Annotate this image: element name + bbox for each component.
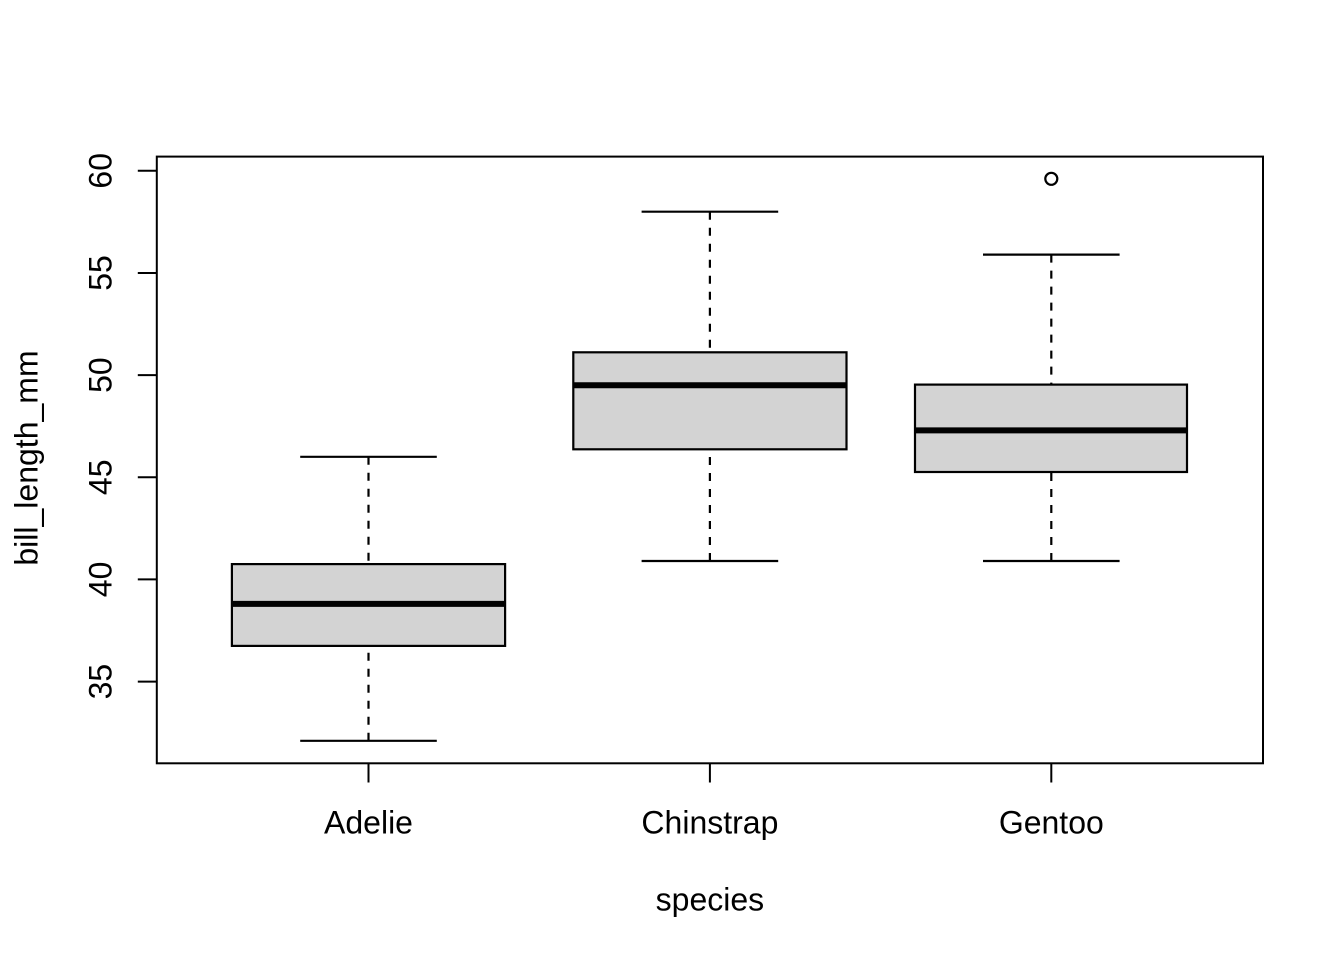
svg-text:species: species [656,882,765,918]
svg-text:50: 50 [82,357,118,393]
svg-text:40: 40 [82,562,118,598]
svg-text:55: 55 [82,255,118,291]
svg-text:60: 60 [82,153,118,189]
svg-text:Chinstrap: Chinstrap [641,805,778,841]
svg-text:Adelie: Adelie [324,805,413,841]
svg-text:45: 45 [82,460,118,496]
svg-text:bill_length_mm: bill_length_mm [9,350,45,565]
svg-text:Gentoo: Gentoo [999,805,1104,841]
svg-text:35: 35 [82,664,118,700]
